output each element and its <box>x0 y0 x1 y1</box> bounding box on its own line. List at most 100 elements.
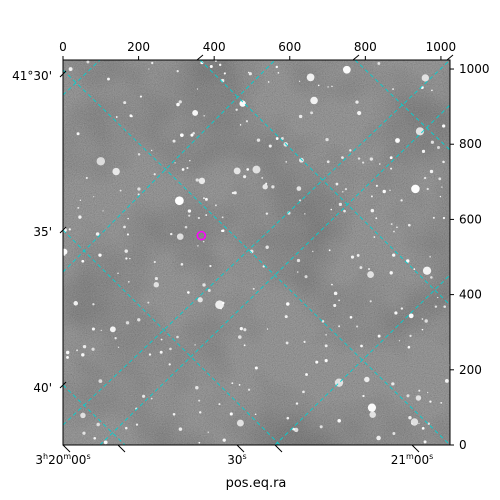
star <box>268 144 272 148</box>
star <box>357 110 362 116</box>
star <box>248 72 252 76</box>
star <box>117 272 119 275</box>
star <box>426 391 429 394</box>
star <box>434 305 438 308</box>
star <box>172 139 176 143</box>
star <box>65 350 70 355</box>
star <box>442 216 446 220</box>
star <box>68 228 71 231</box>
star <box>424 319 428 323</box>
star <box>98 379 103 383</box>
star <box>319 425 323 429</box>
star <box>243 328 247 332</box>
star <box>169 347 172 351</box>
star <box>411 423 413 425</box>
star <box>286 302 290 306</box>
star <box>197 216 200 220</box>
star <box>198 177 206 185</box>
star <box>422 266 432 275</box>
star <box>415 395 422 401</box>
grid-line <box>354 60 450 151</box>
star <box>73 301 79 306</box>
star <box>395 138 400 143</box>
star <box>284 315 288 319</box>
star <box>369 300 372 303</box>
star <box>159 350 163 354</box>
star <box>187 291 190 294</box>
star <box>96 422 100 427</box>
star <box>176 70 179 73</box>
star <box>190 133 194 137</box>
star <box>285 341 289 345</box>
star <box>440 401 443 404</box>
star <box>286 416 290 420</box>
star <box>168 363 171 366</box>
sky-image <box>63 60 450 445</box>
star <box>91 327 95 331</box>
star <box>364 376 370 383</box>
star <box>148 68 150 70</box>
star-field <box>63 60 450 445</box>
star <box>78 215 82 219</box>
star <box>375 217 378 220</box>
star <box>295 402 299 405</box>
star <box>326 160 330 164</box>
star <box>304 213 306 215</box>
star <box>421 328 424 331</box>
star <box>63 248 68 255</box>
star <box>77 206 80 209</box>
star <box>102 210 104 212</box>
star <box>137 318 141 322</box>
star <box>444 379 449 383</box>
star <box>96 157 106 166</box>
star <box>91 347 95 351</box>
star <box>305 373 308 376</box>
star <box>189 160 191 162</box>
grid-line <box>63 60 276 273</box>
top-tick-label: 1000 <box>426 40 457 54</box>
star <box>215 204 217 207</box>
star <box>337 418 341 423</box>
star <box>174 162 176 164</box>
grid-line <box>99 104 450 445</box>
star <box>202 283 206 287</box>
star <box>239 100 246 107</box>
star <box>154 277 158 281</box>
star <box>349 149 352 152</box>
world-tick-mark <box>411 444 420 453</box>
star <box>247 388 251 391</box>
star <box>235 108 238 111</box>
star <box>409 334 412 338</box>
star <box>129 258 131 260</box>
star <box>137 153 141 156</box>
star <box>390 167 393 170</box>
star <box>443 305 446 308</box>
star <box>275 137 279 140</box>
ra-tick-label-1: 30s <box>227 452 246 467</box>
star <box>197 297 203 303</box>
grid-line <box>63 229 281 445</box>
star <box>394 311 398 315</box>
star <box>406 259 410 263</box>
star <box>389 156 393 160</box>
world-axis-ticks <box>59 54 454 453</box>
x-axis-title: pos.eq.ra <box>226 476 287 491</box>
star <box>390 223 393 226</box>
star <box>341 156 344 159</box>
right-tick-label: 600 <box>459 212 482 226</box>
world-tick-mark <box>236 444 245 453</box>
star <box>238 384 241 386</box>
star <box>246 168 250 171</box>
star <box>254 366 258 370</box>
star <box>324 344 328 348</box>
star <box>202 240 205 243</box>
star <box>338 202 343 207</box>
star <box>275 65 279 69</box>
star <box>423 176 427 180</box>
star <box>229 412 233 416</box>
star <box>298 80 301 82</box>
star <box>362 161 365 164</box>
star <box>296 258 301 263</box>
grid-line <box>63 69 450 445</box>
star <box>356 253 360 257</box>
